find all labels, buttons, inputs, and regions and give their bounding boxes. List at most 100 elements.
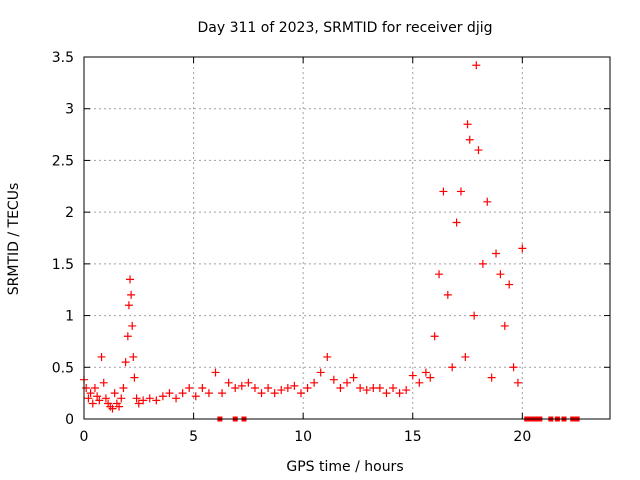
data-point <box>198 383 207 392</box>
data-point <box>172 394 181 403</box>
x-tick-label: 15 <box>404 429 422 445</box>
data-point <box>264 383 273 392</box>
data-point <box>509 363 518 372</box>
data-point <box>93 392 102 401</box>
plot-frame <box>83 56 611 420</box>
data-point <box>84 394 93 403</box>
data-point <box>101 394 110 403</box>
data-point <box>362 386 371 395</box>
data-point <box>296 389 305 398</box>
data-point <box>443 290 452 299</box>
data-point <box>211 368 220 377</box>
data-point <box>465 135 474 144</box>
data-point <box>237 381 246 390</box>
data-point <box>121 358 130 367</box>
data-point <box>461 352 470 361</box>
data-point <box>343 378 351 387</box>
data-point <box>158 392 167 401</box>
data-point <box>134 399 143 408</box>
data-point <box>88 399 97 408</box>
data-point <box>99 378 108 387</box>
data-point <box>97 352 106 361</box>
data-point <box>336 383 345 392</box>
data-point <box>500 321 509 330</box>
data-point <box>185 383 194 392</box>
data-point <box>95 396 104 405</box>
y-tick-label: 2 <box>65 205 74 221</box>
data-point <box>128 321 137 330</box>
data-point <box>513 378 522 387</box>
data-point <box>483 197 492 206</box>
data-point <box>448 363 457 372</box>
data-point <box>310 378 319 387</box>
data-point <box>108 404 117 413</box>
data-point <box>257 389 266 398</box>
data-point <box>231 383 240 392</box>
data-point <box>329 375 338 384</box>
data-point <box>145 394 154 403</box>
data-point <box>323 352 332 361</box>
data-point <box>415 378 424 387</box>
data-point <box>224 378 233 387</box>
data-point <box>132 394 141 403</box>
data-point <box>478 259 487 268</box>
data-point <box>505 280 514 289</box>
data-point <box>165 389 174 398</box>
data-point <box>463 120 472 129</box>
y-tick-label: 3 <box>65 102 74 118</box>
data-point <box>290 381 299 390</box>
y-tick-label: 0 <box>65 412 74 428</box>
data-points <box>80 61 580 422</box>
y-tick-label: 0.5 <box>52 360 74 376</box>
data-point <box>430 332 439 341</box>
data-point <box>283 383 292 392</box>
data-point <box>90 383 99 392</box>
data-point <box>375 383 384 392</box>
data-point <box>124 301 133 310</box>
data-point <box>395 389 404 398</box>
data-point <box>452 218 461 227</box>
data-point <box>115 402 124 411</box>
y-tick-label: 1.5 <box>52 257 74 273</box>
data-point <box>316 368 325 377</box>
data-point <box>439 187 448 196</box>
data-point <box>218 389 227 398</box>
data-point <box>110 389 119 398</box>
data-point <box>402 386 411 395</box>
data-point <box>117 394 126 403</box>
data-point <box>191 392 200 401</box>
y-tick-label: 2.5 <box>52 153 74 169</box>
data-point <box>382 389 391 398</box>
data-point <box>349 373 358 382</box>
data-point <box>518 244 527 253</box>
data-point <box>496 270 505 279</box>
x-tick-label: 0 <box>80 429 89 445</box>
data-point <box>270 389 279 398</box>
grid <box>84 57 610 419</box>
data-point <box>408 371 417 380</box>
data-point <box>303 383 312 392</box>
data-point <box>474 146 483 155</box>
data-point <box>492 249 501 258</box>
data-point <box>178 389 187 398</box>
data-point <box>123 332 132 341</box>
data-point <box>456 187 465 196</box>
chart-title: Day 311 of 2023, SRMTID for receiver dji… <box>198 20 493 36</box>
x-tick-label: 5 <box>189 429 198 445</box>
ticks: 0 5 10 15 20 0 0.5 1 1.5 2 2.5 3 3.5 <box>52 50 610 445</box>
x-axis-label: GPS time / hours <box>286 459 403 475</box>
y-axis-label: SRMTID / TECUs <box>6 183 22 296</box>
data-point <box>152 396 161 405</box>
x-tick-label: 10 <box>294 429 312 445</box>
data-point <box>127 290 136 299</box>
y-tick-label: 3.5 <box>52 50 74 66</box>
data-point <box>435 270 444 279</box>
x-tick-label: 20 <box>513 429 531 445</box>
data-point <box>356 383 365 392</box>
data-point <box>421 368 430 377</box>
data-point <box>130 373 139 382</box>
data-point <box>244 378 253 387</box>
y-tick-label: 1 <box>65 309 74 325</box>
